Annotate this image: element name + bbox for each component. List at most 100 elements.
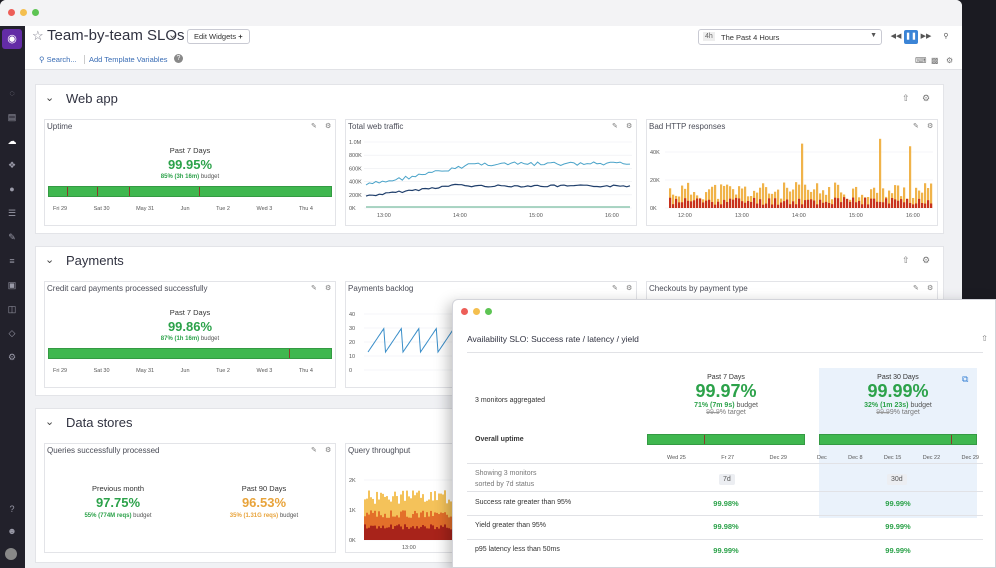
slo-value: 99.86% bbox=[167, 319, 213, 334]
bar-mark bbox=[870, 189, 873, 208]
notebooks-icon[interactable]: ✎ bbox=[8, 232, 16, 242]
monitor-name: Success rate greater than 95% bbox=[475, 499, 572, 506]
rewind-icon[interactable]: ◀◀ bbox=[890, 33, 902, 40]
query-throughput-chart[interactable]: 2K 1K 0K 13:00 bbox=[346, 454, 456, 552]
favorite-star-icon[interactable]: ☆ bbox=[32, 28, 44, 43]
minimize-window-button[interactable] bbox=[20, 9, 27, 16]
widget-bad-http-responses: Bad HTTP responses ✎ ⚙ 40K 20K 0K 12:00 13:0… bbox=[646, 119, 938, 226]
zoom-icon[interactable]: ⚲ bbox=[943, 33, 949, 40]
group-settings-gear-icon[interactable]: ⚙ bbox=[922, 255, 931, 265]
slo-budget: 87% (1h 16m) budget bbox=[45, 336, 335, 342]
edit-pencil-icon[interactable]: ✎ bbox=[612, 123, 618, 130]
edit-widgets-button[interactable]: Edit Widgets + bbox=[187, 29, 250, 44]
bar-mark bbox=[690, 194, 693, 208]
binoculars-icon[interactable]: ◌ bbox=[9, 88, 15, 98]
bar-mark bbox=[879, 201, 882, 208]
area-mark bbox=[412, 526, 414, 540]
axis-label: Wed 3 bbox=[256, 368, 273, 374]
monitors-icon[interactable]: ● bbox=[9, 184, 15, 194]
close-window-button[interactable] bbox=[8, 9, 15, 16]
help-circle-icon[interactable]: ? bbox=[174, 54, 183, 63]
collapse-chevron-icon[interactable]: ⌄ bbox=[45, 92, 55, 104]
bar-mark bbox=[903, 202, 906, 208]
settings-gear-icon[interactable]: ⚙ bbox=[7, 352, 17, 362]
team-icon[interactable]: ☻ bbox=[7, 526, 17, 536]
uptime-status-bar[interactable] bbox=[48, 186, 332, 197]
collapse-chevron-icon[interactable]: ⌄ bbox=[45, 254, 55, 266]
bar-mark bbox=[921, 192, 924, 208]
area-mark bbox=[394, 491, 396, 540]
bar-mark bbox=[885, 198, 888, 208]
popup-share-icon[interactable]: ⇧ bbox=[981, 334, 988, 343]
fast-forward-icon[interactable]: ▶▶ bbox=[920, 33, 932, 40]
target-value: 99.9 bbox=[876, 409, 890, 416]
divider bbox=[467, 463, 983, 464]
add-template-variables-link[interactable]: Add Template Variables bbox=[89, 55, 168, 64]
payments-status-bar[interactable] bbox=[48, 348, 332, 359]
maximize-window-button[interactable] bbox=[32, 9, 39, 16]
sort-30d-pill[interactable]: 30d bbox=[887, 474, 907, 485]
search-link[interactable]: ⚲ Search... bbox=[39, 55, 77, 64]
logs-icon[interactable]: ≡ bbox=[9, 256, 15, 266]
bar-mark bbox=[798, 198, 801, 208]
web-traffic-chart[interactable]: 1.0M 800K 600K 400K 200K 0K 13:00 14:00 15:00 16:… bbox=[346, 130, 636, 226]
close-popup-button[interactable] bbox=[461, 308, 468, 315]
maximize-popup-button[interactable] bbox=[485, 308, 492, 315]
area-mark bbox=[444, 524, 446, 540]
collapse-chevron-icon[interactable]: ⌄ bbox=[45, 416, 55, 428]
widget-gear-icon[interactable]: ⚙ bbox=[626, 285, 633, 292]
slo-past-90-days: Past 90 Days 96.53% 35% (1.31G reqs) bud… bbox=[191, 484, 337, 534]
sort-label[interactable]: sorted by 7d status bbox=[475, 481, 535, 488]
infrastructure-icon[interactable]: ☁ bbox=[7, 136, 17, 146]
dashboard-settings-gear-icon[interactable]: ⚙ bbox=[946, 56, 954, 65]
rum-icon[interactable]: ◇ bbox=[8, 328, 16, 338]
area-mark bbox=[384, 513, 386, 540]
widget-gear-icon[interactable]: ⚙ bbox=[325, 123, 332, 130]
dashboard-title[interactable]: Team-by-team SLOs bbox=[47, 27, 185, 44]
axis-label: Dec 29 bbox=[769, 455, 787, 461]
pause-icon[interactable]: ❚❚ bbox=[904, 30, 918, 44]
synthetics-icon[interactable]: ▣ bbox=[7, 280, 17, 290]
uptime-30d-bar[interactable] bbox=[819, 434, 977, 445]
bar-mark bbox=[861, 194, 864, 208]
budget-label: budget bbox=[199, 336, 220, 342]
dashboards-icon[interactable]: ▤ bbox=[7, 112, 17, 122]
group-settings-gear-icon[interactable]: ⚙ bbox=[922, 93, 931, 103]
widget-gear-icon[interactable]: ⚙ bbox=[626, 123, 633, 130]
bad-http-chart[interactable]: 40K 20K 0K 12:00 13:00 14:00 15:00 16:00 bbox=[647, 130, 937, 226]
share-icon[interactable]: ⇧ bbox=[902, 93, 910, 103]
open-external-icon[interactable]: ⧉ bbox=[962, 374, 969, 384]
budget-label: budget bbox=[910, 402, 932, 409]
budget-amount: 35% (1.31G reqs) bbox=[229, 513, 279, 519]
widget-gear-icon[interactable]: ⚙ bbox=[927, 123, 934, 130]
apm-icon[interactable]: ☰ bbox=[7, 208, 17, 218]
help-icon[interactable]: ? bbox=[9, 504, 15, 514]
sort-7d-pill[interactable]: 7d bbox=[719, 474, 735, 485]
keyboard-icon[interactable]: ⌨ bbox=[915, 56, 927, 65]
share-icon[interactable]: ⇧ bbox=[902, 255, 910, 265]
edit-pencil-icon[interactable]: ✎ bbox=[311, 447, 317, 454]
minimize-popup-button[interactable] bbox=[473, 308, 480, 315]
edit-pencil-icon[interactable]: ✎ bbox=[311, 123, 317, 130]
time-picker[interactable]: 4h The Past 4 Hours ▼ bbox=[698, 29, 882, 45]
uptime-7d-bar[interactable] bbox=[647, 434, 805, 445]
user-avatar[interactable] bbox=[5, 548, 17, 560]
integrations-icon[interactable]: ❖ bbox=[7, 160, 17, 170]
widget-gear-icon[interactable]: ⚙ bbox=[325, 285, 332, 292]
tv-mode-icon[interactable]: ▩ bbox=[931, 56, 939, 65]
edit-pencil-icon[interactable]: ✎ bbox=[612, 285, 618, 292]
widget-gear-icon[interactable]: ⚙ bbox=[325, 447, 332, 454]
edit-pencil-icon[interactable]: ✎ bbox=[913, 285, 919, 292]
bar-mark bbox=[897, 200, 900, 208]
bar-mark bbox=[822, 202, 825, 208]
bar-mark bbox=[726, 184, 729, 208]
title-chevron-down-icon[interactable]: ⌄ bbox=[168, 29, 178, 41]
area-mark bbox=[450, 516, 452, 540]
area-mark bbox=[380, 515, 382, 540]
datadog-logo-icon[interactable]: ◉ bbox=[2, 29, 22, 49]
edit-pencil-icon[interactable]: ✎ bbox=[913, 123, 919, 130]
security-icon[interactable]: ◫ bbox=[7, 304, 17, 314]
widget-gear-icon[interactable]: ⚙ bbox=[927, 285, 934, 292]
area-mark bbox=[392, 516, 394, 540]
edit-pencil-icon[interactable]: ✎ bbox=[311, 285, 317, 292]
